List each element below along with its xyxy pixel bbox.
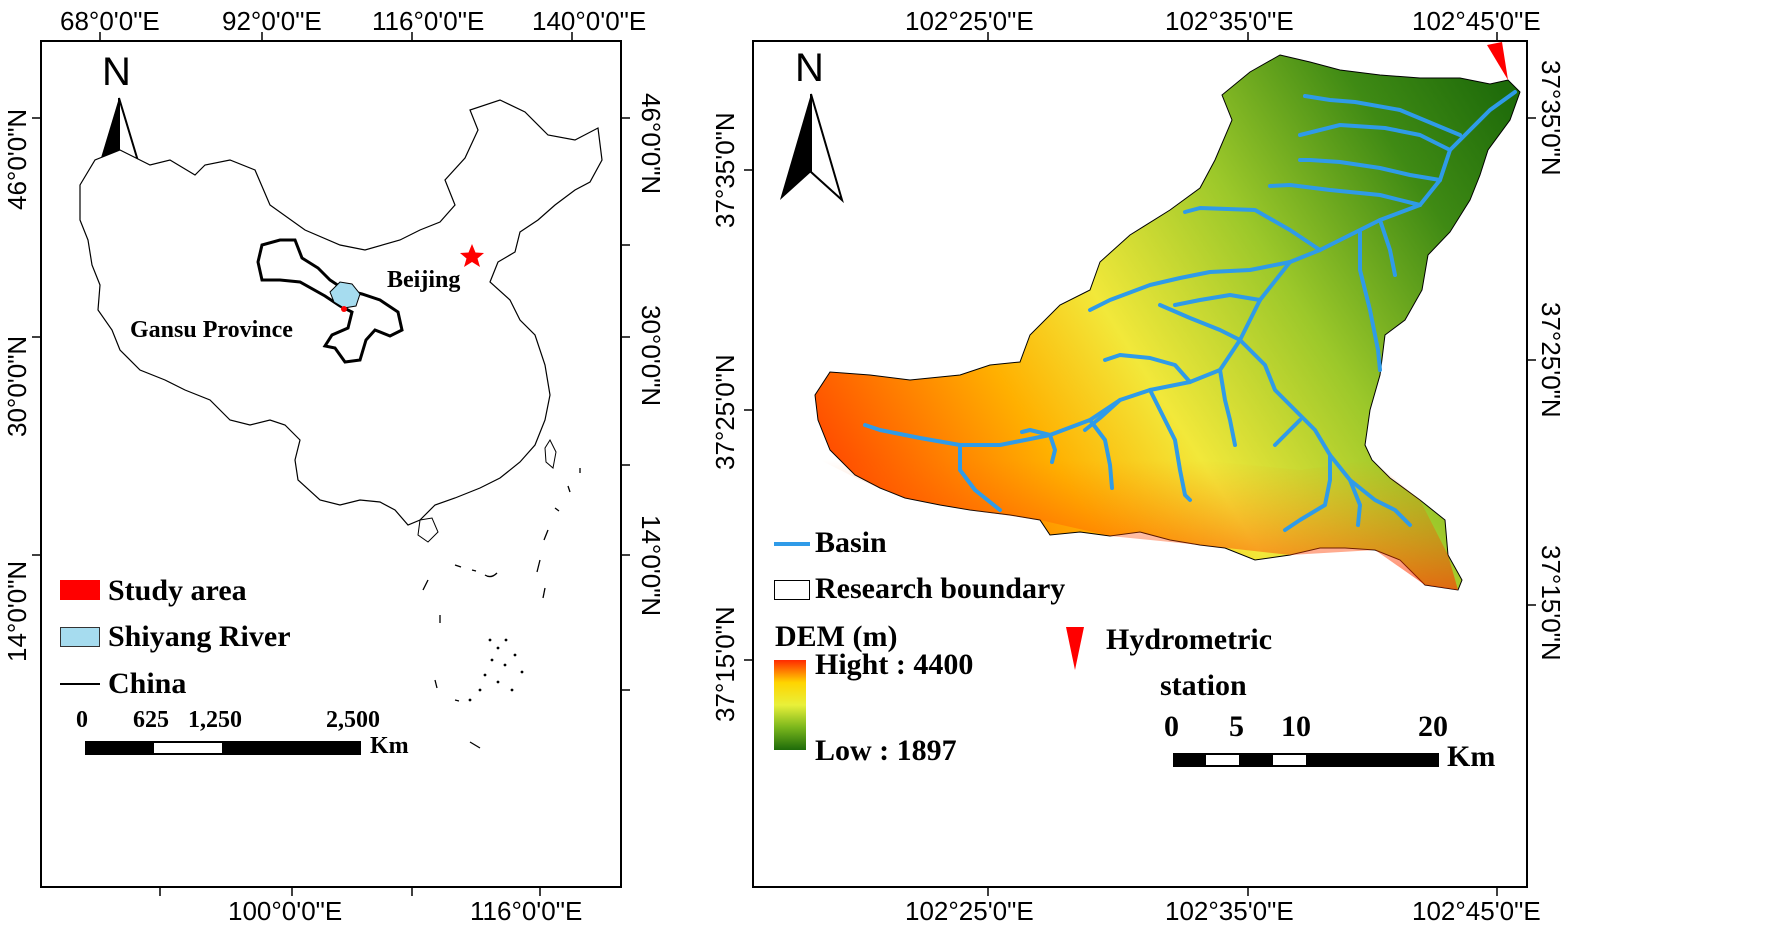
hydrometric-station-icon <box>1487 42 1508 80</box>
river-network <box>863 90 1517 532</box>
legend-station-label-2: station <box>1160 669 1247 702</box>
scale-tick: 625 <box>133 707 169 733</box>
scale-tick: 0 <box>76 707 88 733</box>
scale-tick: 5 <box>1229 710 1244 743</box>
left-top-tick: 140°0'0"E <box>532 6 647 36</box>
north-arrow-icon <box>780 93 844 204</box>
scale-tick: 2,500 <box>326 707 380 733</box>
left-top-tick: 116°0'0"E <box>372 6 485 36</box>
north-label: N <box>102 50 131 94</box>
scale-tick: 1,250 <box>188 707 242 733</box>
right-top-tick: 102°25'0"E <box>905 6 1034 36</box>
legend-swatch-boundary <box>774 580 810 600</box>
right-top-tick: 102°35'0"E <box>1165 6 1294 36</box>
left-map-frame <box>40 40 622 888</box>
legend-dem-title: DEM (m) <box>775 620 898 653</box>
right-bottom-tick: 102°25'0"E <box>905 896 1034 926</box>
dem-color-ramp <box>774 660 806 750</box>
north-label: N <box>795 46 824 90</box>
scale-tick: 10 <box>1281 710 1311 743</box>
left-bottom-tick: 100°0'0"E <box>228 896 343 926</box>
scale-tick: 0 <box>1164 710 1179 743</box>
left-top-tick: 92°0'0"E <box>222 6 322 36</box>
left-top-tick: 68°0'0"E <box>60 6 160 36</box>
legend-station-icon <box>1066 627 1084 670</box>
china-outline <box>79 99 603 749</box>
legend-dem-high: Hight : 4400 <box>815 648 974 681</box>
legend-swatch-shiyang <box>60 627 100 647</box>
legend-label: Shiyang River <box>108 620 291 653</box>
gansu-label: Gansu Province <box>130 317 293 343</box>
scale-unit: Km <box>1447 740 1496 773</box>
left-scale-bar <box>85 741 361 755</box>
left-bottom-tick: 116°0'0"E <box>470 896 583 926</box>
legend-basin-label: Basin <box>815 526 887 559</box>
scale-tick: 20 <box>1418 710 1448 743</box>
right-bottom-tick: 102°35'0"E <box>1165 896 1294 926</box>
legend-label: China <box>108 667 187 700</box>
right-bottom-tick: 102°45'0"E <box>1412 896 1541 926</box>
right-scale-bar <box>1173 753 1439 767</box>
legend-dem-low: Low : 1897 <box>815 734 957 767</box>
scale-unit: Km <box>370 733 409 759</box>
left-graticule-ticks <box>32 32 630 896</box>
legend-swatch-study-area <box>60 580 100 600</box>
right-top-tick: 102°45'0"E <box>1412 6 1541 36</box>
beijing-label: Beijing <box>387 267 461 293</box>
beijing-star-icon <box>460 244 484 267</box>
legend-label: Study area <box>108 574 247 607</box>
right-map-frame <box>752 40 1528 888</box>
legend-station-label-1: Hydrometric <box>1106 623 1273 656</box>
legend-boundary-label: Research boundary <box>815 572 1066 605</box>
legend-line-china <box>60 683 100 685</box>
legend-line-basin <box>774 542 810 546</box>
